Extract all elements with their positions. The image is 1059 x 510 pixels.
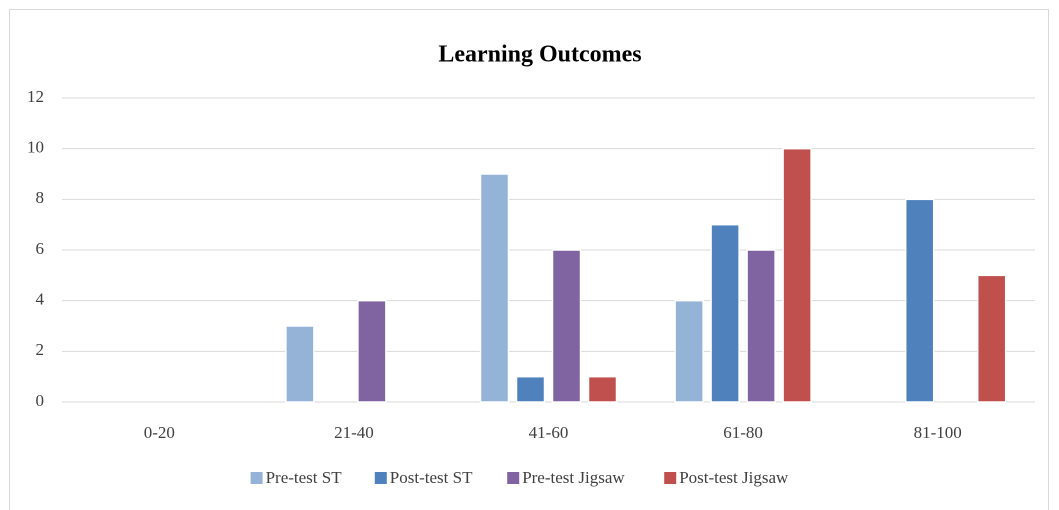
y-tick-label: 10 [27,138,44,157]
chart-title: Learning Outcomes [438,42,641,68]
x-tick-label: 61-80 [723,423,763,442]
bar [357,299,387,403]
x-tick-label: 41-60 [529,423,569,442]
y-tick-label: 4 [36,290,45,309]
bar [904,198,935,403]
y-tick-label: 2 [36,340,45,359]
bar [782,147,812,403]
bar [587,375,618,403]
legend-label: Pre-test ST [266,468,343,487]
x-tick-label: 0-20 [144,423,175,442]
y-tick-label: 6 [36,239,45,258]
x-tick-label: 21-40 [334,423,374,442]
bar [551,249,582,403]
bar [976,274,1007,403]
bar [285,325,315,403]
bar [479,173,510,403]
legend-swatch [250,472,263,484]
legend-swatch [664,472,677,484]
legend-swatch [374,472,387,484]
x-tick-label: 81-100 [914,423,962,442]
legend-label: Post-test ST [390,468,473,487]
y-tick-label: 8 [36,188,45,207]
legend-label: Post-test Jigsaw [679,468,789,487]
chart-border [9,9,1049,510]
bar [746,249,776,403]
legend-label: Pre-test Jigsaw [522,468,625,487]
bar [674,299,704,403]
y-tick-label: 12 [27,87,44,106]
legend-swatch [507,472,520,484]
bar [710,223,740,403]
bar [515,375,546,403]
y-tick-label: 0 [36,391,45,410]
